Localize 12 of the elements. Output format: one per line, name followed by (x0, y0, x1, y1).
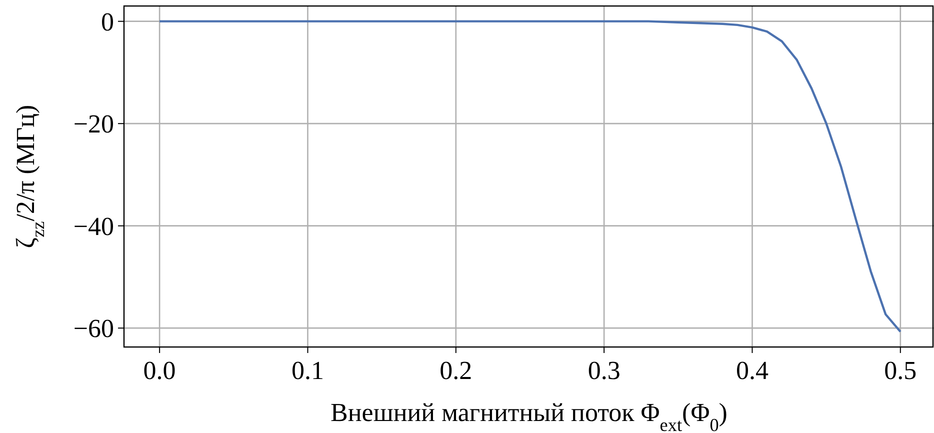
x-tick-label: 0.5 (884, 356, 917, 385)
y-tick-label: −20 (73, 110, 114, 139)
x-tick-label: 0.2 (440, 356, 472, 385)
line-series (158, 20, 902, 333)
x-tick-label: 0.0 (143, 356, 176, 385)
y-tick-label: −60 (73, 314, 114, 344)
x-tick-label: 0.3 (588, 356, 620, 385)
x-tick-label: 0.4 (736, 356, 768, 385)
y-tick-label: 0 (101, 7, 114, 36)
x-tick-label: 0.1 (291, 356, 324, 385)
x-axis-title: Внешний магнитный поток Φ$_{ext}$(Φ$_{0}$) (330, 398, 728, 433)
y-tick-label: −40 (73, 212, 114, 241)
